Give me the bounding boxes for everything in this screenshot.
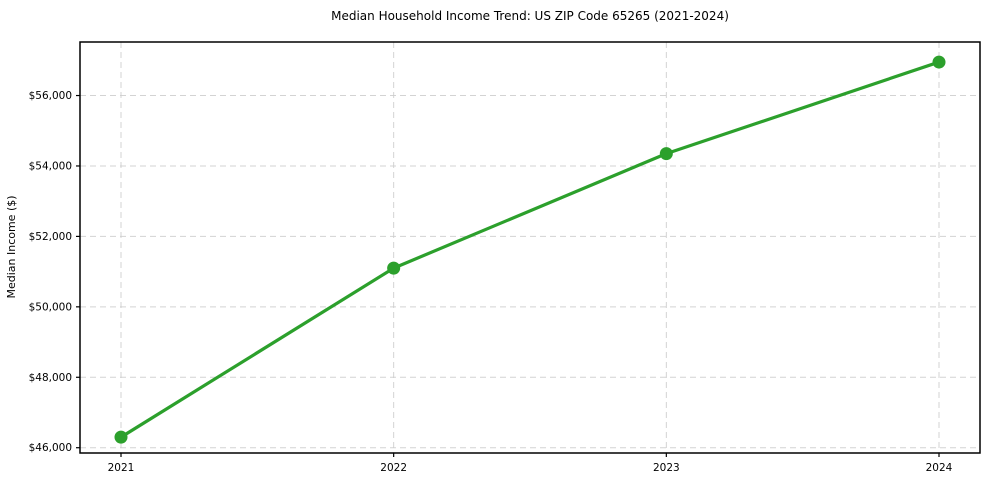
gridlines: [80, 42, 980, 453]
income-line-series: [114, 55, 946, 444]
data-point-marker: [114, 430, 128, 444]
axis-ticks: $46,000 $48,000 $50,000 $52,000 $54,000 $56,0…: [29, 90, 953, 474]
x-tick-label: 2022: [380, 462, 407, 474]
data-point-marker: [659, 147, 673, 161]
x-tick-label: 2024: [926, 462, 953, 474]
data-point-marker: [387, 261, 401, 275]
plot-area-border: [79, 41, 981, 454]
y-axis-label: Median Income ($): [5, 195, 18, 298]
chart-title: Median Household Income Trend: US ZIP Co…: [331, 9, 729, 23]
y-tick-label: $56,000: [29, 90, 72, 102]
data-point-marker: [932, 55, 946, 69]
y-tick-label: $46,000: [29, 442, 72, 454]
y-tick-label: $48,000: [29, 372, 72, 384]
y-tick-label: $54,000: [29, 160, 72, 172]
y-tick-label: $50,000: [29, 301, 72, 313]
x-tick-label: 2023: [653, 462, 680, 474]
x-tick-label: 2021: [108, 462, 135, 474]
trend-line: [119, 60, 941, 439]
y-tick-label: $52,000: [29, 231, 72, 243]
